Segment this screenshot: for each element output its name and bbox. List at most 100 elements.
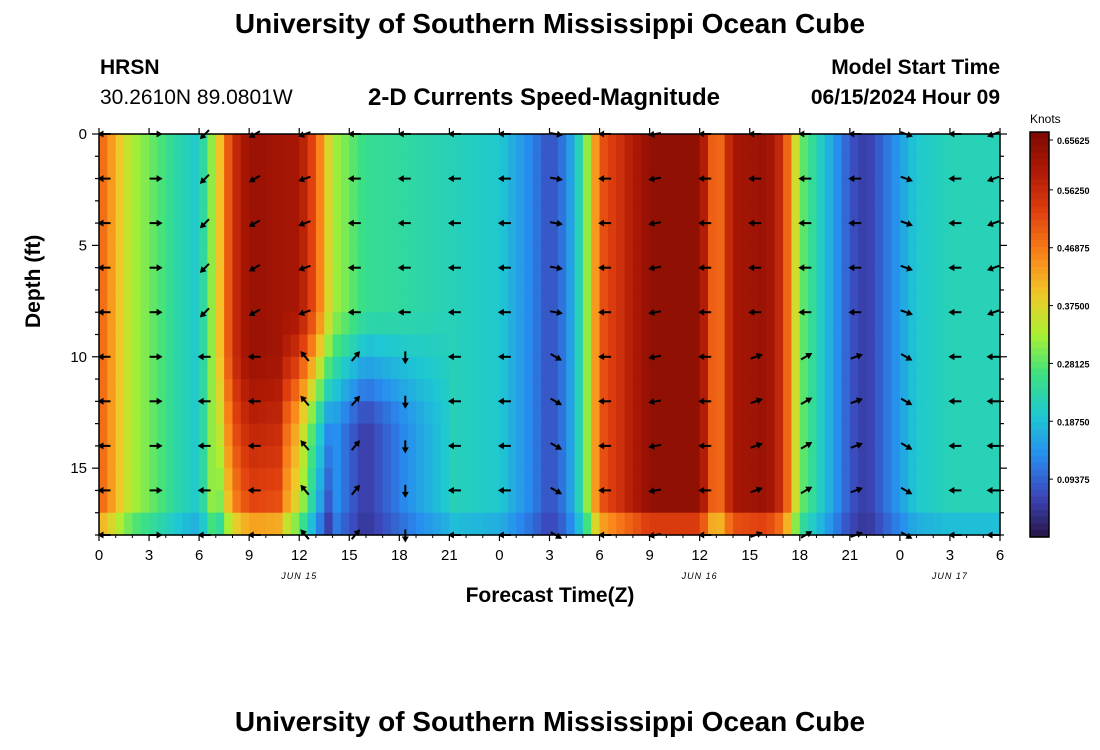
heatmap-cell: [708, 445, 717, 469]
heatmap-cell: [716, 401, 726, 425]
heatmap-cell: [591, 156, 601, 180]
heatmap-cell: [874, 267, 884, 291]
heatmap-cell: [240, 289, 250, 313]
heatmap-cell: [716, 156, 726, 180]
heatmap-cell: [165, 223, 175, 246]
heatmap-cell: [741, 289, 751, 313]
heatmap-cell: [624, 134, 634, 157]
heatmap-cell: [641, 267, 651, 291]
heatmap-cell: [766, 379, 776, 402]
heatmap-cell: [274, 200, 284, 224]
heatmap-cell: [215, 401, 225, 425]
heatmap-cell: [240, 245, 250, 269]
heatmap-cell: [983, 312, 993, 336]
heatmap-cell: [724, 200, 734, 224]
current-arrow: [298, 264, 311, 272]
heatmap-cell: [190, 312, 200, 336]
heatmap-cell: [524, 490, 534, 514]
colorbar-segment: [1030, 523, 1049, 531]
heatmap-cell: [557, 267, 567, 291]
heatmap-cell: [124, 490, 133, 514]
heatmap-cell: [165, 334, 175, 358]
heatmap-cell: [724, 334, 734, 358]
heatmap-cell: [741, 134, 751, 157]
heatmap-cell: [791, 356, 801, 380]
heatmap-cell: [849, 468, 859, 492]
heatmap-cell: [416, 490, 425, 514]
heatmap-cell: [340, 490, 350, 514]
heatmap-cell: [849, 312, 859, 336]
colorbar-tick-label: 0.37500: [1057, 302, 1090, 312]
heatmap-cell: [365, 134, 375, 157]
heatmap-cell: [749, 156, 759, 180]
heatmap-cell: [165, 423, 175, 447]
heatmap-cell: [749, 468, 759, 492]
colorbar-segment: [1030, 159, 1049, 167]
heatmap-cell: [674, 267, 684, 291]
heatmap-cell: [649, 379, 659, 402]
heatmap-cell: [791, 512, 801, 536]
heatmap-cell: [274, 178, 284, 202]
heatmap-cell: [432, 423, 442, 447]
heatmap-cell: [441, 223, 450, 246]
current-arrow: [900, 397, 913, 406]
heatmap-cell: [774, 134, 784, 157]
station-coordinates: 30.2610N 89.0801W: [100, 86, 293, 109]
heatmap-cell: [708, 356, 717, 380]
heatmap-cell: [749, 445, 759, 469]
heatmap-cell: [165, 245, 175, 269]
heatmap-cell: [240, 334, 250, 358]
heatmap-cell: [424, 245, 434, 269]
heatmap-cell: [607, 468, 617, 492]
heatmap-cell: [457, 289, 467, 313]
heatmap-cell: [107, 379, 117, 402]
heatmap-cell: [99, 200, 108, 224]
heatmap-cell: [774, 356, 784, 380]
heatmap-cell: [941, 445, 951, 469]
current-arrow: [97, 442, 111, 450]
heatmap-cell: [674, 356, 684, 380]
heatmap-cell: [399, 267, 409, 291]
heatmap-cell: [249, 490, 259, 514]
heatmap-cell: [357, 401, 367, 425]
current-arrow: [447, 353, 461, 361]
heatmap-cell: [174, 401, 184, 425]
heatmap-cell: [632, 312, 642, 336]
heatmap-cell: [666, 445, 676, 469]
current-arrow: [97, 353, 111, 361]
heatmap-cell: [507, 445, 517, 469]
heatmap-cell: [607, 334, 617, 358]
heatmap-cell: [207, 334, 217, 358]
heatmap-cell: [416, 200, 425, 224]
current-arrow: [986, 397, 1000, 405]
heatmap-cell: [899, 423, 909, 447]
heatmap-cell: [908, 379, 918, 402]
heatmap-cell: [599, 200, 609, 224]
heatmap-cell: [215, 490, 225, 514]
heatmap-cell: [115, 178, 125, 202]
current-arrow: [900, 442, 913, 450]
heatmap-cell: [441, 379, 450, 402]
heatmap-cell: [699, 223, 709, 246]
current-arrow: [848, 308, 862, 316]
heatmap-cell: [641, 245, 651, 269]
heatmap-cell: [140, 245, 150, 269]
heatmap-cell: [99, 468, 108, 492]
heatmap-cell: [632, 156, 642, 180]
heatmap-cell: [858, 423, 868, 447]
heatmap-cell: [307, 490, 317, 514]
heatmap-cell: [124, 512, 133, 536]
heatmap-cell: [449, 379, 459, 402]
heatmap-cell: [499, 401, 509, 425]
heatmap-cell: [582, 468, 592, 492]
heatmap-cell: [741, 334, 751, 358]
heatmap-cell: [607, 245, 617, 269]
heatmap-cell: [541, 312, 551, 336]
heatmap-cell: [582, 289, 592, 313]
heatmap-cell: [607, 134, 617, 157]
heatmap-cell: [499, 156, 509, 180]
heatmap-cell: [524, 512, 534, 536]
heatmap-cell: [315, 312, 325, 336]
current-arrow: [300, 440, 310, 451]
heatmap-cell: [641, 178, 651, 202]
